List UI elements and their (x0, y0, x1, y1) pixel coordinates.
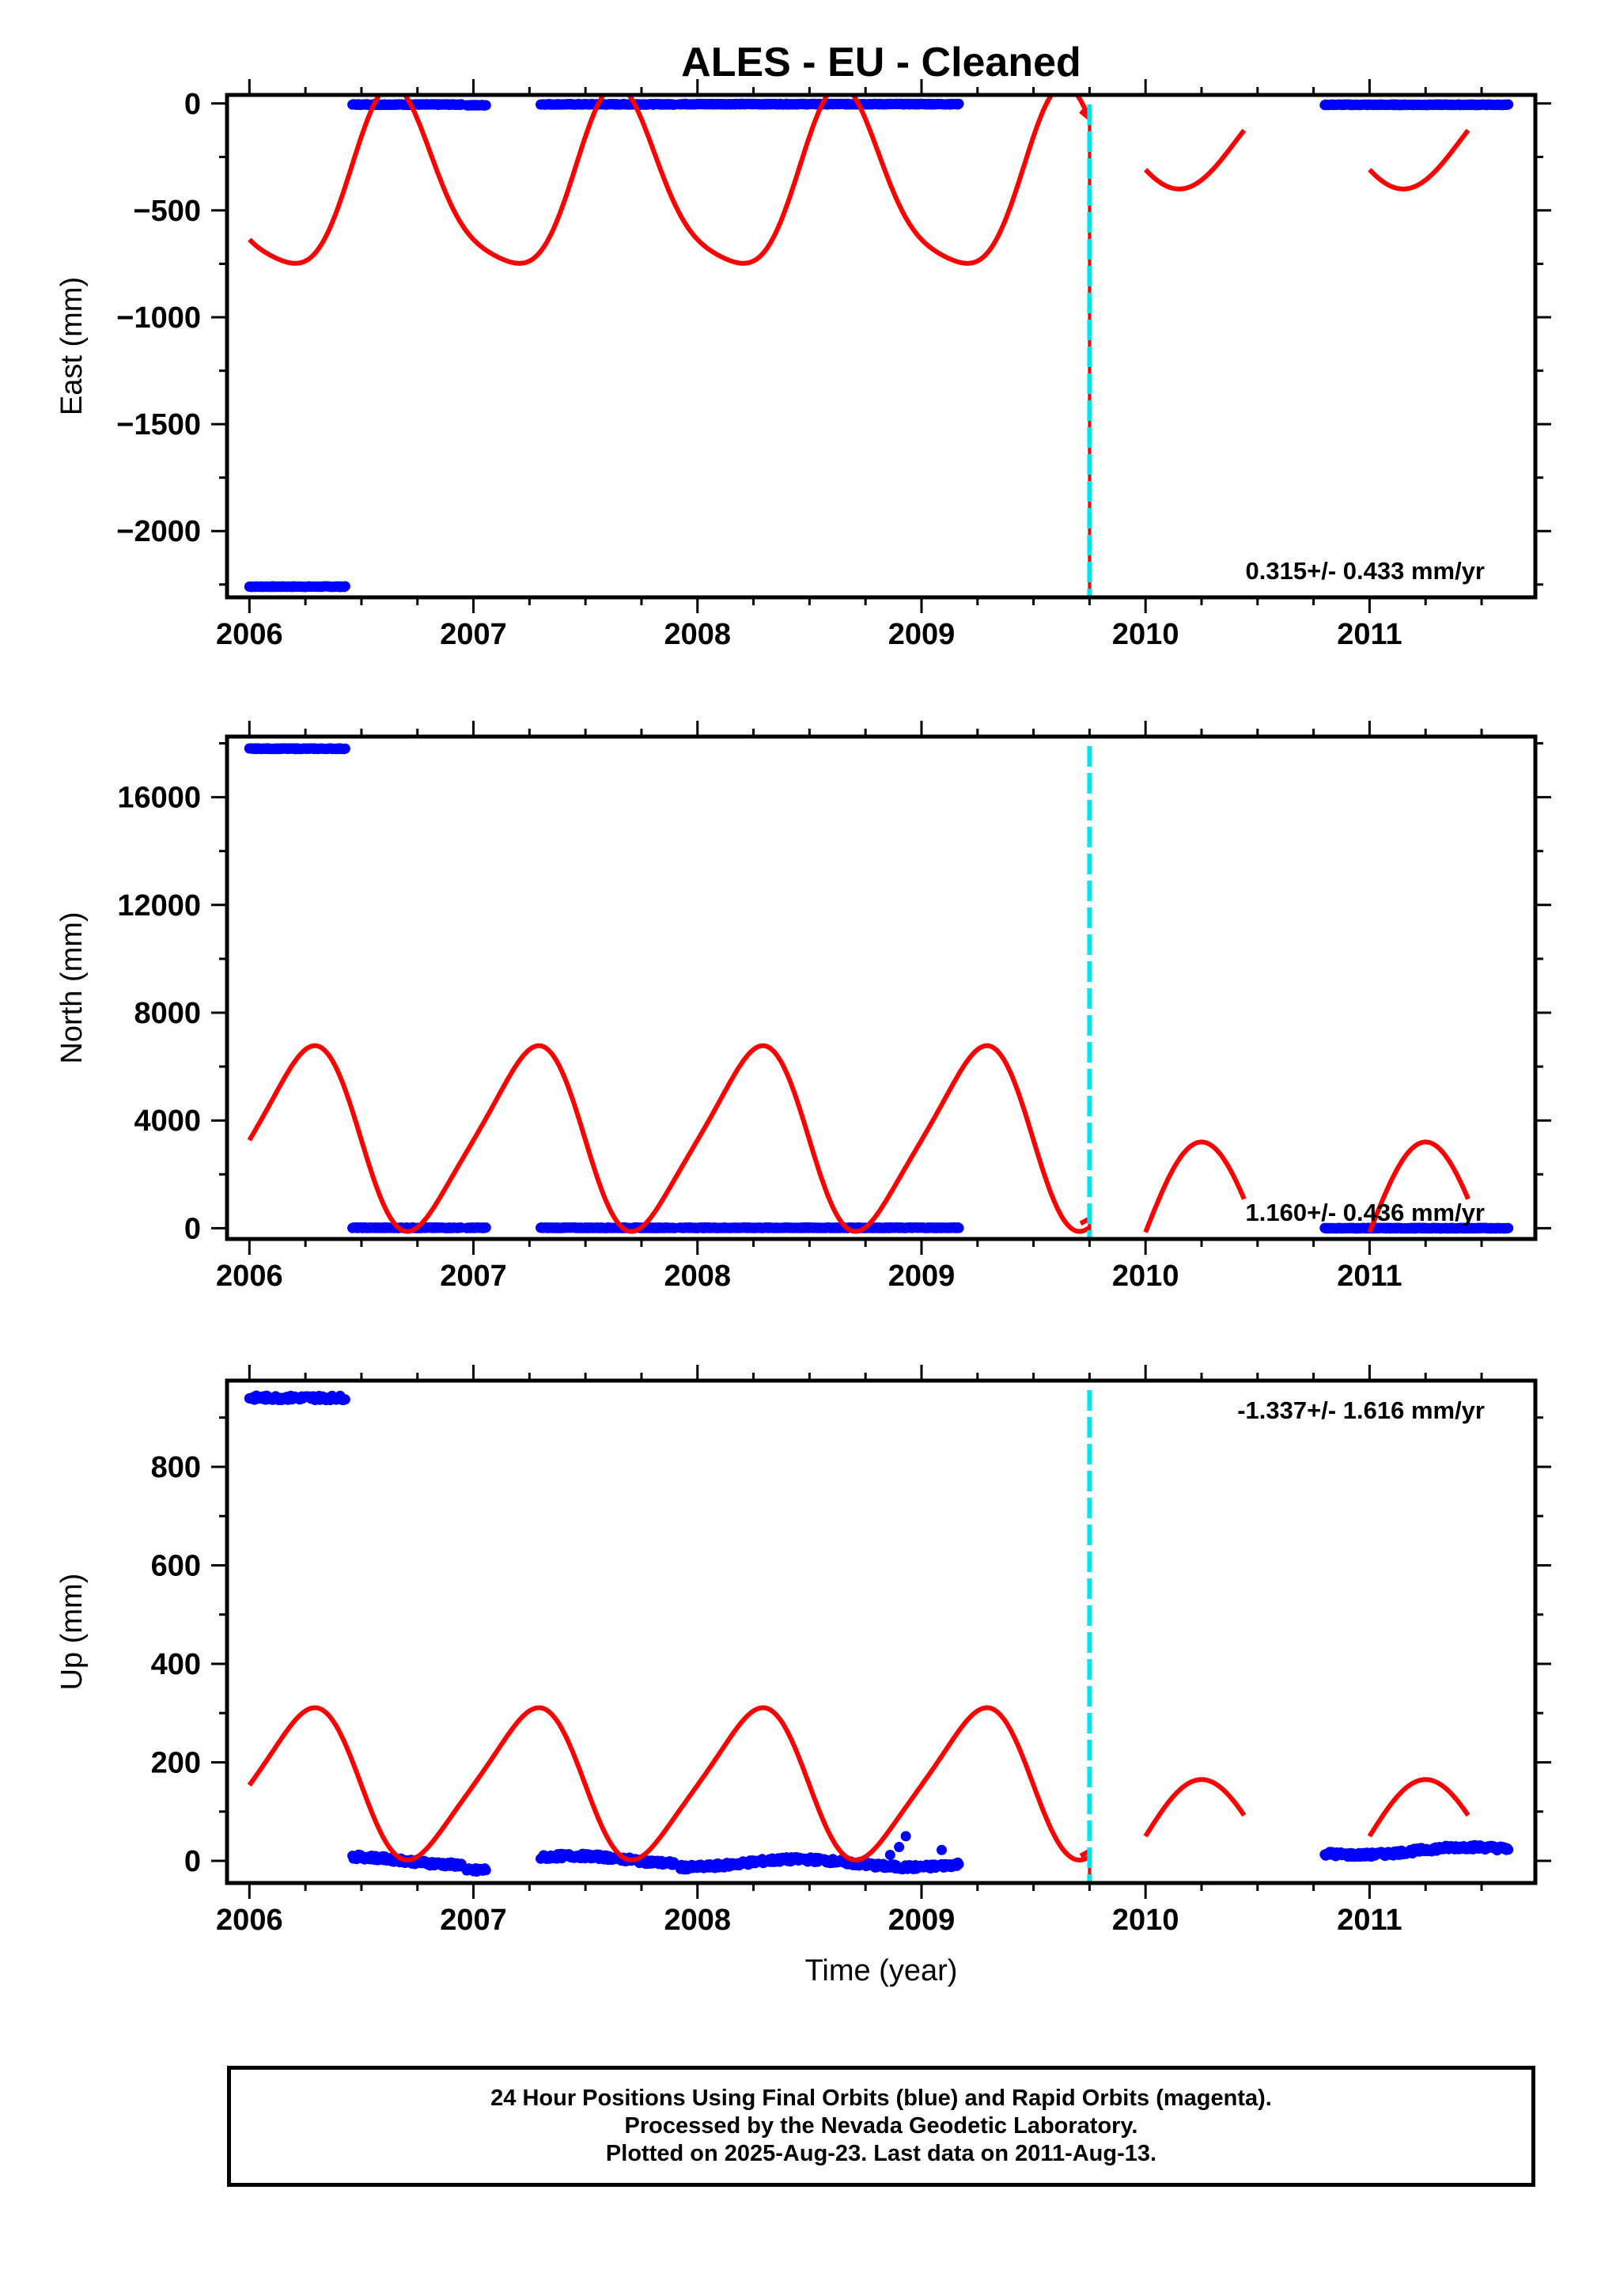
data-point (953, 1222, 964, 1233)
y-tick-label: −1500 (116, 408, 201, 441)
x-tick-label: 2011 (1337, 618, 1402, 651)
model-segment (1367, 1777, 1470, 1838)
data-point (884, 1850, 895, 1861)
x-axis-label: Time (year) (805, 1954, 958, 1987)
footer-processed-line: Processed by the Nevada Geodetic Laborat… (624, 2113, 1138, 2139)
y-tick-label: 16000 (117, 782, 201, 815)
x-tick-label: 2011 (1337, 1260, 1402, 1293)
footer-plotted-line: Plotted on 2025-Aug-23. Last data on 201… (605, 2141, 1157, 2166)
x-tick-label: 2010 (1112, 1260, 1179, 1293)
data-point (480, 1865, 491, 1876)
velocity-annotation: -1.337+/- 1.616 mm/yr (1237, 1396, 1485, 1424)
y-tick-label: 800 (151, 1451, 201, 1484)
model-segment (1144, 128, 1247, 191)
model-segment (247, 1043, 1092, 1234)
data-point (480, 100, 491, 111)
chart-title: ALES - EU - Cleaned (681, 40, 1081, 85)
model-segment (1368, 128, 1470, 191)
data-point (953, 98, 964, 109)
y-tick-label: 600 (151, 1549, 201, 1582)
data-point (339, 581, 350, 592)
y-tick-label: 0 (184, 88, 201, 121)
y-axis-label: East (mm) (55, 277, 89, 415)
model-curve (248, 95, 1470, 266)
x-tick-label: 2010 (1112, 1904, 1179, 1937)
y-tick-label: 0 (184, 1845, 201, 1878)
data-points (244, 1390, 1514, 1877)
model-curve (247, 1043, 1470, 1234)
panel-1: 2006 2007 2008 2009 2010 2011 0 4000 8000 12000 16… (55, 721, 1551, 1293)
x-tick-label: 2008 (664, 1904, 731, 1937)
plot-frame (225, 1378, 1538, 1885)
data-point (900, 1831, 911, 1842)
data-point (1503, 99, 1514, 110)
y-tick-label: 200 (151, 1746, 201, 1779)
velocity-annotation: 1.160+/- 0.436 mm/yr (1246, 1199, 1485, 1226)
x-tick-label: 2011 (1337, 1904, 1402, 1937)
model-segment (1367, 1139, 1470, 1233)
footer-orbits-line: 24 Hour Positions Using Final Orbits (bl… (490, 2086, 1272, 2111)
processing-info-box: 24 Hour Positions Using Final Orbits (bl… (227, 2066, 1535, 2187)
data-point (894, 1842, 905, 1853)
y-tick-label: 12000 (117, 889, 201, 923)
y-axis-label: Up (mm) (55, 1574, 89, 1691)
panel-0: 2006 2007 2008 2009 2010 2011 0 −500 −1000 −1500 −… (55, 79, 1551, 651)
y-tick-label: 0 (184, 1212, 201, 1245)
model-segment (247, 1705, 1092, 1862)
velocity-annotation: 0.315+/- 0.433 mm/yr (1246, 557, 1485, 585)
data-point (480, 1222, 491, 1233)
data-point (1503, 1844, 1514, 1855)
y-tick-label: 400 (151, 1648, 201, 1681)
x-tick-label: 2006 (216, 1904, 283, 1937)
model-curve (247, 1705, 1470, 1862)
x-tick-label: 2007 (440, 618, 507, 651)
x-tick-label: 2006 (216, 618, 283, 651)
x-tick-label: 2007 (440, 1260, 507, 1293)
plot-frame (225, 93, 1538, 600)
data-points (244, 98, 1514, 593)
x-tick-label: 2007 (440, 1904, 507, 1937)
data-point (1503, 1222, 1514, 1233)
y-tick-label: −500 (133, 195, 201, 228)
data-point (339, 1394, 350, 1405)
model-segment (248, 95, 1092, 266)
x-tick-label: 2009 (888, 618, 956, 651)
y-tick-label: 8000 (134, 997, 201, 1030)
model-segment (1143, 1777, 1247, 1838)
x-tick-label: 2009 (888, 1260, 956, 1293)
plot-frame (225, 734, 1538, 1241)
x-tick-label: 2010 (1112, 618, 1179, 651)
data-points (244, 743, 1514, 1234)
data-point (953, 1858, 964, 1870)
y-axis-label: North (mm) (55, 911, 89, 1063)
x-tick-label: 2008 (664, 1260, 731, 1293)
x-tick-label: 2006 (216, 1260, 283, 1293)
y-tick-label: −1000 (116, 301, 201, 335)
model-segment (1143, 1139, 1247, 1233)
data-point (936, 1844, 947, 1855)
x-tick-label: 2009 (888, 1904, 956, 1937)
x-tick-label: 2008 (664, 618, 731, 651)
data-point (339, 743, 350, 754)
panel-2: 2006 2007 2008 2009 2010 2011 0 200 400 600 800 Up … (55, 1365, 1551, 1987)
y-tick-label: −2000 (116, 515, 201, 548)
y-tick-label: 4000 (134, 1104, 201, 1138)
